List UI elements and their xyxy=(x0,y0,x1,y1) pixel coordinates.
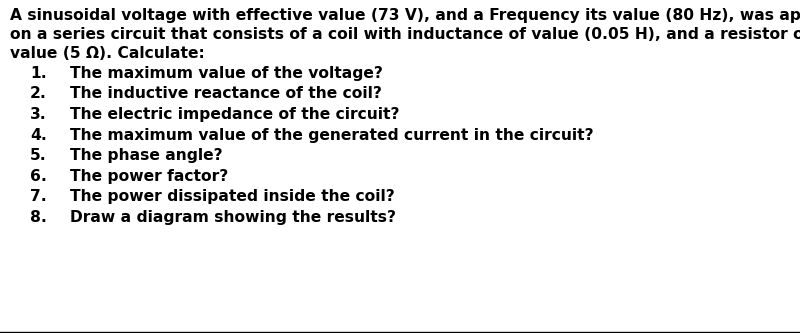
Text: The inductive reactance of the coil?: The inductive reactance of the coil? xyxy=(70,87,382,102)
Text: The maximum value of the voltage?: The maximum value of the voltage? xyxy=(70,66,383,81)
Text: The electric impedance of the circuit?: The electric impedance of the circuit? xyxy=(70,107,399,122)
Text: 4.: 4. xyxy=(30,128,47,143)
Text: Draw a diagram showing the results?: Draw a diagram showing the results? xyxy=(70,209,396,224)
Text: value (5 Ω). Calculate:: value (5 Ω). Calculate: xyxy=(10,46,205,61)
Text: 1.: 1. xyxy=(30,66,46,81)
Text: 8.: 8. xyxy=(30,209,47,224)
Text: on a series circuit that consists of a coil with inductance of value (0.05 H), a: on a series circuit that consists of a c… xyxy=(10,27,800,42)
Text: The power factor?: The power factor? xyxy=(70,168,228,183)
Text: 5.: 5. xyxy=(30,148,46,163)
Text: 6.: 6. xyxy=(30,168,47,183)
Text: The maximum value of the generated current in the circuit?: The maximum value of the generated curre… xyxy=(70,128,594,143)
Text: The phase angle?: The phase angle? xyxy=(70,148,222,163)
Text: 3.: 3. xyxy=(30,107,46,122)
Text: The power dissipated inside the coil?: The power dissipated inside the coil? xyxy=(70,189,394,204)
Text: 2.: 2. xyxy=(30,87,47,102)
Text: 7.: 7. xyxy=(30,189,46,204)
Text: A sinusoidal voltage with effective value (73 V), and a Frequency its value (80 : A sinusoidal voltage with effective valu… xyxy=(10,8,800,23)
